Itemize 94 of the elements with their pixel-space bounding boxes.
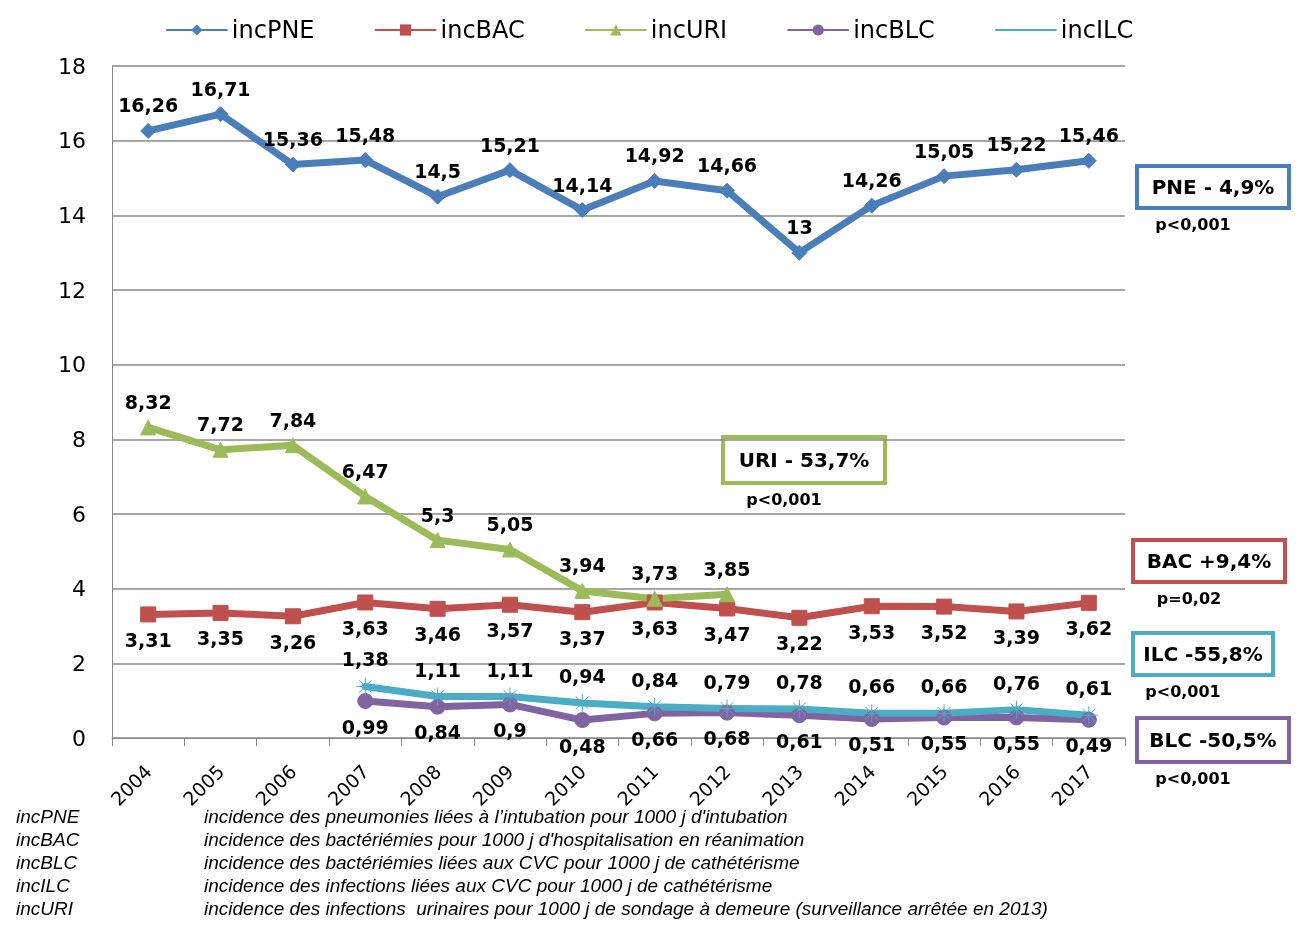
legend-label: incPNE (231, 16, 315, 44)
data-label: 14,66 (696, 154, 758, 177)
data-label: 1,38 (341, 648, 389, 671)
data-label: 0,94 (558, 664, 606, 687)
data-label: 0,79 (703, 670, 751, 693)
data-label: 15,48 (335, 123, 396, 146)
y-tick-label: 6 (72, 501, 86, 527)
data-label: 3,39 (993, 625, 1040, 648)
data-label: 1,11 (486, 658, 534, 681)
data-label: 7,84 (269, 408, 317, 431)
text: BLC -50,5% (1149, 728, 1277, 752)
data-label: 0,84 (414, 721, 462, 744)
data-label: 3,22 (775, 632, 823, 655)
data-label: 1,11 (414, 658, 462, 681)
data-label: 0,61 (1065, 677, 1113, 700)
data-label: 15,36 (262, 128, 323, 151)
data-label: 15,46 (1058, 124, 1119, 147)
data-label: 0,55 (920, 731, 968, 754)
text: ILC -55,8% (1143, 642, 1263, 666)
text: p<0,001 (1155, 214, 1231, 234)
y-tick-label: 8 (72, 426, 86, 452)
data-label: 0,66 (631, 727, 679, 750)
data-label: 16,26 (118, 94, 179, 117)
data-label: 0,9 (493, 718, 527, 741)
text: incidence des infections urinaires pour 1000 j de sondage à demeure (surveillance arrêtée en 2013) (204, 897, 1048, 919)
data-label: 3,53 (848, 620, 896, 643)
annotation: URI - 53,7% (738, 448, 870, 472)
data-label: 3,31 (124, 628, 172, 651)
text: incBLC (16, 851, 78, 873)
text: PNE - 4,9% (1151, 175, 1275, 199)
data-label: 3,52 (920, 621, 968, 644)
data-label: 0,99 (341, 715, 389, 738)
data-label: 0,68 (703, 727, 751, 750)
data-label: 14,26 (841, 169, 902, 192)
text: incPNE (16, 805, 80, 827)
data-label: 3,63 (631, 616, 679, 639)
legend-label: incBLC (853, 16, 935, 44)
data-label: 3,94 (558, 554, 606, 577)
text: p<0,001 (1155, 768, 1231, 788)
data-label: 3,63 (341, 616, 389, 639)
data-label: 3,26 (269, 630, 317, 653)
data-label: 3,57 (486, 619, 534, 642)
data-label: 3,46 (414, 623, 462, 646)
y-tick-label: 4 (72, 576, 86, 602)
text: incILC (16, 874, 71, 896)
data-label: 3,85 (703, 557, 751, 580)
data-label: 5,05 (486, 512, 534, 535)
y-tick-label: 18 (58, 53, 86, 79)
text: BAC +9,4% (1146, 549, 1272, 573)
data-label: 5,3 (420, 503, 455, 526)
data-label: 0,66 (848, 675, 896, 698)
data-label: 0,61 (775, 729, 823, 752)
text: p<0,001 (1145, 681, 1221, 701)
data-label: 0,51 (848, 733, 896, 756)
text: incidence des bactériémies pour 1000 j d'hospitalisation en réanimation (204, 828, 805, 850)
data-label: 14,14 (552, 173, 613, 196)
text: incidence des pneumonies liées à l’intubation pour 1000 j d'intubation (204, 805, 788, 827)
text: incBAC (16, 828, 80, 850)
data-label: 14,5 (414, 160, 462, 183)
data-label: 6,47 (341, 459, 389, 482)
legend-label: incBAC (440, 16, 525, 44)
data-label: 8,32 (124, 390, 172, 413)
y-tick-label: 2 (72, 650, 86, 676)
text: incURI (16, 897, 74, 919)
y-tick-label: 14 (58, 202, 86, 228)
data-label: 0,84 (631, 668, 679, 691)
data-label: 0,78 (775, 670, 823, 693)
data-label: 0,76 (993, 671, 1040, 694)
data-label: 0,48 (558, 734, 606, 757)
data-label: 3,37 (558, 626, 606, 649)
data-label: 16,71 (190, 77, 251, 100)
data-label: 13 (786, 216, 813, 239)
y-tick-label: 0 (72, 725, 86, 751)
legend-label: incILC (1060, 16, 1134, 44)
text: incidence des infections liées aux CVC pour 1000 j de cathétérisme (204, 874, 773, 896)
data-label: 0,55 (993, 731, 1040, 754)
y-tick-label: 10 (58, 352, 86, 378)
data-label: 15,21 (479, 133, 541, 156)
data-label: 7,72 (197, 413, 244, 436)
data-label: 3,62 (1065, 617, 1113, 640)
data-label: 0,49 (1065, 734, 1113, 757)
data-label: 3,73 (631, 562, 679, 585)
y-tick-label: 12 (58, 277, 86, 303)
data-label: 3,47 (703, 622, 751, 645)
data-label: 14,92 (624, 144, 685, 167)
annotation: p<0,001 (746, 489, 822, 509)
data-label: 15,05 (914, 139, 975, 162)
data-label: 0,66 (920, 675, 968, 698)
text: p=0,02 (1156, 588, 1222, 608)
y-tick-label: 16 (58, 128, 86, 154)
data-label: 15,22 (986, 133, 1047, 156)
data-label: 3,35 (197, 627, 244, 650)
legend-label: incURI (650, 16, 728, 44)
text: incidence des bactériémies liées aux CVC pour 1000 j de cathétérisme (204, 851, 800, 873)
